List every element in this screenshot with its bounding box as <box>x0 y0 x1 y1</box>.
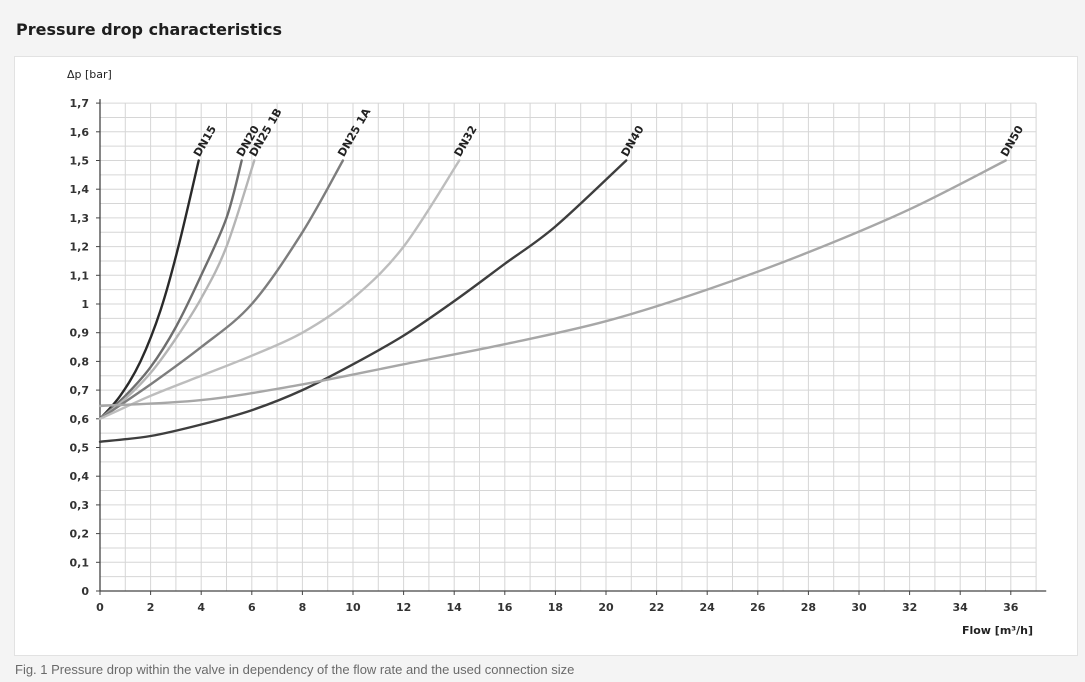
y-tick-label: 0,1 <box>70 556 90 569</box>
x-tick-label: 4 <box>197 601 205 614</box>
x-tick-label: 0 <box>96 601 104 614</box>
y-tick-label: 1,7 <box>70 97 90 110</box>
x-tick-label: 12 <box>396 601 411 614</box>
y-tick-label: 1,1 <box>70 269 90 282</box>
chart-title: Pressure drop characteristics <box>16 20 282 39</box>
y-tick-label: 1,4 <box>70 183 90 196</box>
axes <box>96 99 1047 595</box>
series-line-dn40 <box>98 159 628 443</box>
y-tick-label: 0,7 <box>70 384 90 397</box>
series-line-dn32 <box>98 159 461 420</box>
series-line-dn15 <box>98 159 200 420</box>
tick-labels: 0 2 4 6 8 10 12 14 16 18 20 22 24 26 28 30 32 34 3600,10,2… <box>70 97 1019 614</box>
y-tick-label: 1,6 <box>70 126 90 139</box>
y-tick-label: 0,9 <box>70 327 90 340</box>
series-group <box>98 159 1007 443</box>
series-label-dn15: DN15 <box>191 123 219 159</box>
y-tick-label: 0,4 <box>70 470 90 483</box>
y-tick-label: 1,3 <box>70 212 90 225</box>
series-line-dn20 <box>98 159 243 420</box>
grid-lines <box>100 102 1037 591</box>
y-tick-label: 0,5 <box>70 442 90 455</box>
y-tick-label: 1,2 <box>70 241 90 254</box>
series-label-dn32: DN32 <box>452 123 480 159</box>
series-line-dn50 <box>98 159 1007 408</box>
x-tick-label: 8 <box>299 601 307 614</box>
x-tick-label: 14 <box>447 601 463 614</box>
x-tick-label: 24 <box>700 601 716 614</box>
x-tick-label: 6 <box>248 601 256 614</box>
x-tick-label: 30 <box>851 601 867 614</box>
x-tick-label: 26 <box>750 601 766 614</box>
x-tick-label: 34 <box>953 601 969 614</box>
x-tick-label: 10 <box>345 601 361 614</box>
x-tick-label: 20 <box>598 601 614 614</box>
y-tick-label: 0 <box>81 585 89 598</box>
figure-caption: Fig. 1 Pressure drop within the valve in… <box>15 662 575 677</box>
y-tick-label: 0,2 <box>70 528 90 541</box>
y-tick-label: 1 <box>81 298 89 311</box>
x-axis-label: Flow [m³/h] <box>962 624 1033 637</box>
x-tick-label: 22 <box>649 601 664 614</box>
series-line-dn25-1b <box>98 159 256 420</box>
x-tick-label: 36 <box>1003 601 1019 614</box>
y-tick-label: 0,3 <box>70 499 90 512</box>
y-axis-label: Δp [bar] <box>67 68 112 81</box>
x-tick-label: 2 <box>147 601 155 614</box>
series-label-dn40: DN40 <box>619 123 647 159</box>
series-line-dn25-1a <box>98 159 345 420</box>
series-label-dn50: DN50 <box>998 123 1026 159</box>
y-tick-label: 0,6 <box>70 413 90 426</box>
y-tick-label: 0,8 <box>70 355 90 368</box>
series-label-dn25-1a: DN25 1A <box>335 106 373 159</box>
x-tick-label: 28 <box>801 601 816 614</box>
y-tick-label: 1,5 <box>70 155 90 168</box>
x-tick-label: 32 <box>902 601 917 614</box>
x-tick-label: 16 <box>497 601 513 614</box>
x-tick-label: 18 <box>548 601 563 614</box>
